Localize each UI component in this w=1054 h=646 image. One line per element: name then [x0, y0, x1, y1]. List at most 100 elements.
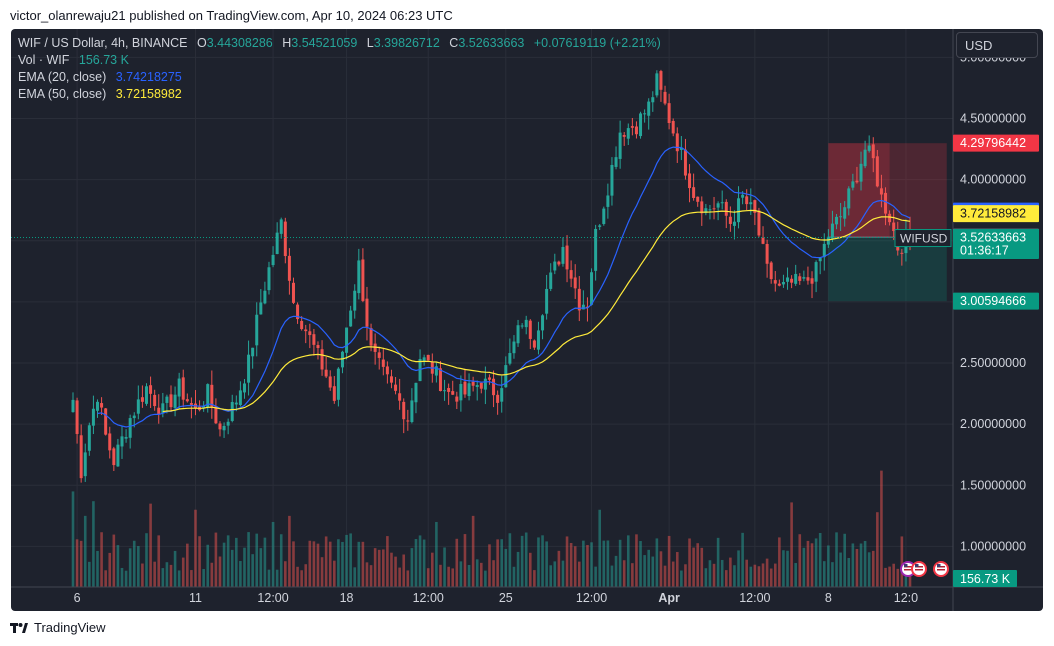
volume-bar — [288, 515, 291, 587]
candle — [549, 263, 553, 292]
volume-bar — [316, 543, 320, 587]
candle-body — [724, 201, 728, 216]
volume-bar — [810, 543, 814, 587]
candle-body — [202, 406, 206, 409]
candle — [565, 235, 569, 283]
candle-body — [520, 325, 524, 327]
volume-bar — [108, 552, 112, 587]
candle — [336, 367, 340, 407]
candle-body — [594, 228, 598, 271]
candle — [320, 340, 324, 376]
volume-bar — [190, 570, 193, 587]
candle — [724, 199, 728, 229]
legend-low-label: L — [366, 36, 374, 50]
ema50-line — [162, 209, 911, 413]
candle-body — [847, 188, 851, 209]
candle — [296, 302, 300, 324]
candle-body — [545, 288, 549, 314]
candle-body — [557, 261, 561, 265]
candle — [287, 248, 291, 295]
candle — [675, 127, 679, 163]
candle-body — [851, 181, 855, 188]
volume-bar — [639, 541, 642, 587]
volume-bar — [132, 540, 136, 587]
legend-ema20-label[interactable]: EMA (20, close) — [18, 70, 107, 84]
candle — [226, 418, 230, 435]
candle — [610, 157, 614, 206]
legend-volume-label[interactable]: Vol · WIF — [18, 53, 70, 67]
volume-bar — [210, 562, 214, 587]
currency-button[interactable]: USD — [956, 32, 1038, 58]
candle — [777, 279, 781, 287]
volume-bar — [247, 532, 250, 587]
candle-body — [843, 207, 847, 219]
volume-bar — [614, 555, 618, 587]
candle-body — [247, 354, 251, 383]
candle-body — [614, 157, 618, 167]
candle — [822, 233, 826, 271]
candle-body — [667, 103, 671, 124]
volume-bar — [663, 565, 667, 587]
candle — [683, 138, 687, 180]
candle — [520, 323, 524, 329]
candle-body — [475, 385, 479, 387]
candle — [614, 146, 618, 170]
volume-bar — [655, 538, 659, 587]
candle-body — [590, 272, 594, 305]
volume-bar — [859, 543, 863, 587]
price-label-box — [953, 292, 1039, 310]
candle — [561, 237, 565, 267]
candle-body — [810, 278, 814, 284]
candle — [871, 137, 875, 173]
publish-info: victor_olanrewaju21 published on Trading… — [10, 8, 453, 23]
volume-bar — [716, 537, 720, 587]
price-label: 3.72158982 — [953, 205, 1039, 223]
candle-body — [263, 290, 267, 304]
x-tick-label: 12:00 — [739, 591, 770, 605]
candle — [704, 203, 708, 216]
candle — [479, 382, 483, 394]
candle — [541, 314, 545, 340]
candle-body — [136, 399, 140, 414]
candle — [422, 354, 426, 366]
candle — [304, 324, 308, 344]
candle — [851, 173, 855, 191]
volume-bar — [553, 561, 557, 587]
candle-body — [140, 397, 144, 402]
candle-body — [806, 277, 810, 281]
volume-bar — [447, 566, 450, 587]
volume-bar — [96, 550, 99, 587]
candle-body — [443, 390, 447, 392]
legend-symbol[interactable]: WIF / US Dollar, 4h, BINANCE — [18, 36, 188, 50]
volume-bar — [569, 542, 573, 587]
volume-bar — [671, 561, 675, 587]
volume-bar — [533, 570, 536, 587]
chart-panel[interactable]: WIFUSD 1.00000000 1.50000000 2.00000000 2.50… — [11, 29, 1043, 611]
candle-body — [312, 334, 316, 345]
candle-body — [463, 381, 467, 395]
price-label-text: 3.00594666 — [960, 294, 1026, 308]
volume-bar — [737, 550, 740, 587]
volume-bar — [618, 539, 622, 587]
candle — [879, 174, 883, 208]
volume-bar — [508, 533, 512, 587]
candle-body — [708, 209, 712, 211]
candle — [867, 135, 871, 153]
candle-body — [598, 225, 602, 227]
candle-body — [287, 255, 291, 281]
volume-bar — [577, 561, 581, 587]
footer-brand[interactable]: TradingView — [10, 620, 106, 635]
candle-body — [112, 448, 116, 466]
legend-ema50-label[interactable]: EMA (50, close) — [18, 87, 107, 101]
candlestick-chart[interactable]: WIFUSD 1.00000000 1.50000000 2.00000000 2.50… — [11, 29, 1043, 611]
candle — [75, 397, 79, 444]
candle — [536, 321, 540, 355]
candle-body — [867, 145, 871, 151]
candle — [263, 281, 267, 305]
candle — [569, 260, 573, 288]
candle-body — [720, 202, 724, 204]
event-flag-stripe — [904, 566, 912, 568]
candle — [345, 327, 349, 360]
candle-body — [271, 254, 275, 266]
volume-bar — [112, 534, 116, 587]
